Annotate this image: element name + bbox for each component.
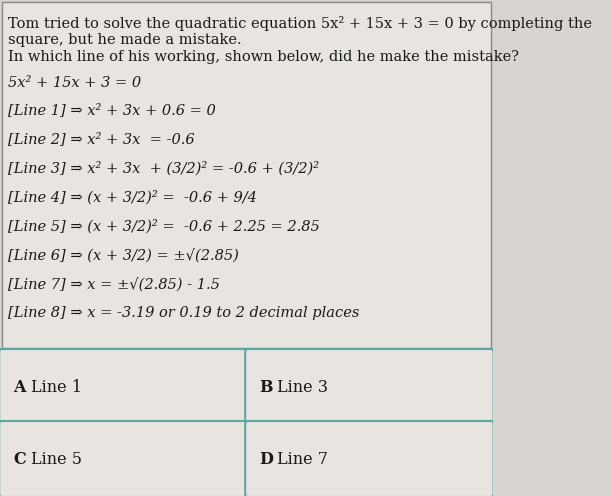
- FancyBboxPatch shape: [2, 2, 491, 348]
- Text: [Line 5] ⇒ (x + 3/2)² =  -0.6 + 2.25 = 2.85: [Line 5] ⇒ (x + 3/2)² = -0.6 + 2.25 = 2.…: [8, 219, 320, 233]
- Text: C: C: [13, 450, 26, 468]
- Text: square, but he made a mistake.: square, but he made a mistake.: [8, 33, 242, 47]
- Text: [Line 2] ⇒ x² + 3x  = -0.6: [Line 2] ⇒ x² + 3x = -0.6: [8, 132, 195, 146]
- Text: Line 5: Line 5: [31, 450, 82, 468]
- Text: 5x² + 15x + 3 = 0: 5x² + 15x + 3 = 0: [8, 76, 141, 90]
- Text: Line 1: Line 1: [31, 378, 82, 395]
- Text: Line 7: Line 7: [277, 450, 327, 468]
- Text: [Line 1] ⇒ x² + 3x + 0.6 = 0: [Line 1] ⇒ x² + 3x + 0.6 = 0: [8, 103, 216, 117]
- Text: [Line 4] ⇒ (x + 3/2)² =  -0.6 + 9/4: [Line 4] ⇒ (x + 3/2)² = -0.6 + 9/4: [8, 190, 257, 204]
- Text: [Line 8] ⇒ x = -3.19 or 0.19 to 2 decimal places: [Line 8] ⇒ x = -3.19 or 0.19 to 2 decima…: [8, 306, 359, 320]
- FancyBboxPatch shape: [0, 421, 247, 496]
- Text: [Line 6] ⇒ (x + 3/2) = ±√(2.85): [Line 6] ⇒ (x + 3/2) = ±√(2.85): [8, 248, 239, 262]
- Text: Line 3: Line 3: [277, 378, 327, 395]
- Text: [Line 7] ⇒ x = ±√(2.85) - 1.5: [Line 7] ⇒ x = ±√(2.85) - 1.5: [8, 277, 220, 291]
- Text: D: D: [259, 450, 273, 468]
- FancyBboxPatch shape: [245, 421, 494, 496]
- Text: A: A: [13, 378, 26, 395]
- Text: Tom tried to solve the quadratic equation 5x² + 15x + 3 = 0 by completing the: Tom tried to solve the quadratic equatio…: [8, 16, 592, 31]
- FancyBboxPatch shape: [245, 349, 494, 425]
- FancyBboxPatch shape: [0, 349, 247, 425]
- Text: [Line 3] ⇒ x² + 3x  + (3/2)² = -0.6 + (3/2)²: [Line 3] ⇒ x² + 3x + (3/2)² = -0.6 + (3/…: [8, 161, 319, 176]
- Text: In which line of his working, shown below, did he make the mistake?: In which line of his working, shown belo…: [8, 50, 519, 64]
- Text: B: B: [259, 378, 273, 395]
